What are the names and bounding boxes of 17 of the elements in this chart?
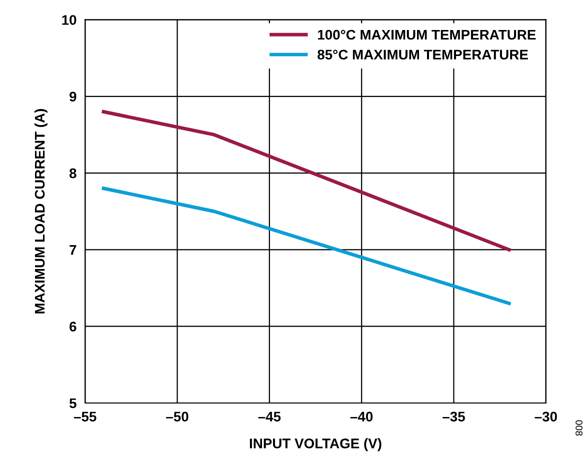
- text: 008: [576, 420, 582, 436]
- legend-label: 85°C MAXIMUM TEMPERATURE: [318, 50, 528, 60]
- x-tick-label: –30: [534, 412, 557, 422]
- y-tick-label: 7: [70, 245, 76, 255]
- y-tick-label: 5: [69, 398, 76, 408]
- y-tick-label: 10: [62, 15, 76, 25]
- x-tick-label: –50: [166, 412, 188, 422]
- y-tick-label: 6: [70, 322, 76, 332]
- x-tick-label: –45: [258, 412, 281, 422]
- y-tick-label: 8: [70, 168, 76, 178]
- y-axis-title: MAXIMUM LOAD CURRENT (A): [34, 109, 48, 314]
- x-axis-title: INPUT VOLTAGE (V): [250, 438, 382, 452]
- y-tick-label: 9: [70, 92, 76, 102]
- legend-label: 100°C MAXIMUM TEMPERATURE: [318, 30, 536, 40]
- x-tick-label: –40: [350, 412, 373, 422]
- x-tick-label: –55: [74, 412, 96, 422]
- x-tick-label: –35: [442, 412, 465, 422]
